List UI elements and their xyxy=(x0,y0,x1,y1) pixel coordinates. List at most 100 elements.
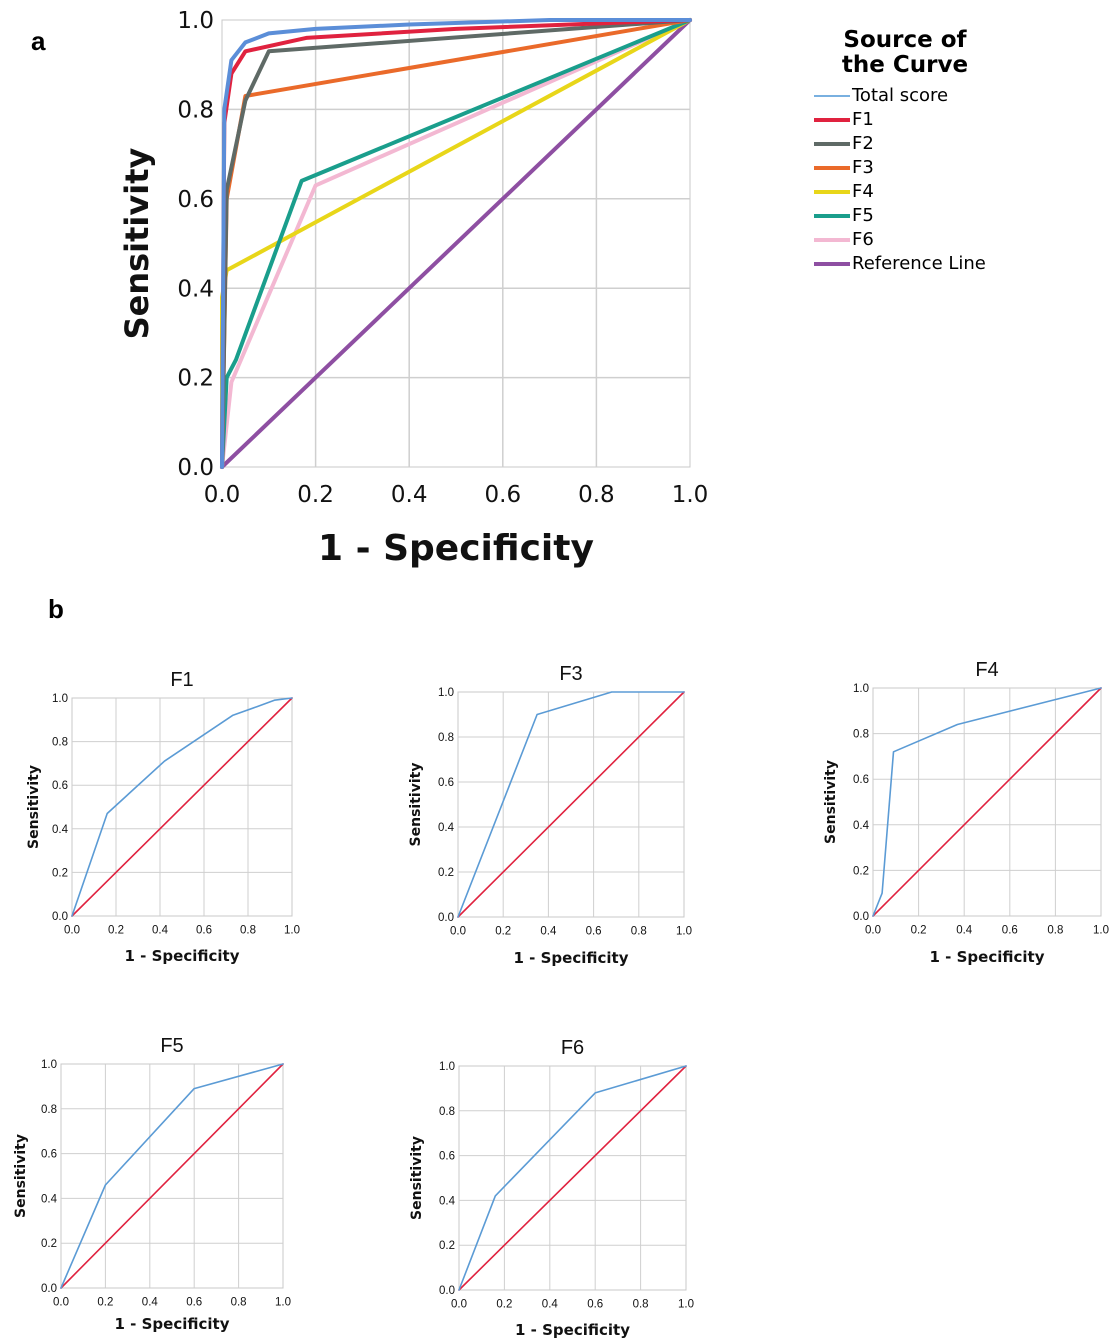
y-tick-label: 0.8 xyxy=(52,737,68,749)
x-tick-label: 0.2 xyxy=(108,925,124,937)
reference-line xyxy=(872,687,1102,917)
chart-title: F5 xyxy=(160,1035,183,1057)
y-tick-label: 1.0 xyxy=(438,687,454,699)
x-tick-label: 0.0 xyxy=(451,1299,467,1311)
y-tick-label: 0.0 xyxy=(41,1283,57,1295)
legend-label: Total score xyxy=(852,85,949,106)
y-tick-label: 1.0 xyxy=(41,1059,57,1071)
y-tick-label: 0.6 xyxy=(41,1149,57,1161)
legend-label: F3 xyxy=(852,157,874,178)
legend-item: F2 xyxy=(800,132,1030,156)
y-axis-label: Sensitivity xyxy=(409,1136,425,1220)
series-line-f5 xyxy=(220,18,692,469)
x-tick-label: 0.6 xyxy=(586,926,602,938)
legend-swatch xyxy=(814,214,850,218)
chart-b-F5: 0.0 0.0 0.2 0.2 0.4 0.4 0.6 0.6 0.8 0.8 1.0 1.0 F5 1 … xyxy=(13,1035,291,1333)
x-axis-label: 1 - Specificity xyxy=(115,1315,230,1333)
y-tick-label: 0.4 xyxy=(52,824,69,836)
legend-label: F1 xyxy=(852,109,874,130)
legend: Source of the Curve Total score F1 F2 F3 F4 F… xyxy=(800,28,1030,276)
legend-title-line1: Source of xyxy=(843,27,967,53)
roc-curve xyxy=(872,687,1102,917)
legend-items: Total score F1 F2 F3 F4 F5 F6 Reference Line xyxy=(800,84,1030,276)
x-tick-label: 0.8 xyxy=(231,1297,247,1309)
y-tick-label: 0.8 xyxy=(438,732,454,744)
y-tick-label: 0.0 xyxy=(52,911,68,923)
panel-label-a: a xyxy=(31,26,46,56)
y-tick-label: 0.8 xyxy=(177,97,214,123)
legend-swatch xyxy=(814,262,850,266)
chart-title: F6 xyxy=(561,1037,584,1059)
x-tick-label: 0.0 xyxy=(450,926,466,938)
legend-item: F5 xyxy=(800,204,1030,228)
y-tick-label: 0.6 xyxy=(439,1151,455,1163)
y-tick-label: 0.8 xyxy=(439,1106,455,1118)
x-tick-label: 0.8 xyxy=(1047,925,1063,937)
chart-a: 0.00.0 0.2 0.2 0.4 0.4 0.6 0.6 0.8 0.8 1.0 1.0 1 - … xyxy=(118,8,708,569)
chart-b-F1: 0.0 0.0 0.2 0.2 0.4 0.4 0.6 0.6 0.8 0.8 1.0 1.0 F1 1 … xyxy=(26,669,300,965)
series-line-reference-line xyxy=(220,18,692,469)
chart-title: F1 xyxy=(170,669,193,691)
y-tick-label: 0.4 xyxy=(41,1193,58,1205)
x-tick-label: 0.2 xyxy=(97,1297,113,1309)
legend-item: F1 xyxy=(800,108,1030,132)
y-axis-label: Sensitivity xyxy=(823,760,839,844)
legend-swatch xyxy=(814,95,850,97)
chart-b-F3: 0.0 0.0 0.2 0.2 0.4 0.4 0.6 0.6 0.8 0.8 1.0 1.0 F3 1 … xyxy=(408,663,692,967)
y-tick-label: 0.0 xyxy=(439,1285,455,1297)
x-tick-label: 0.0 xyxy=(53,1297,69,1309)
x-tick-label: 0.4 xyxy=(391,482,428,508)
legend-label: F2 xyxy=(852,133,874,154)
y-tick-label: 0.4 xyxy=(853,820,870,832)
x-tick-label: 0.0 xyxy=(204,482,241,508)
y-tick-label: 0.2 xyxy=(52,867,68,879)
y-axis-label: Sensitivity xyxy=(118,147,156,339)
y-tick-label: 0.6 xyxy=(177,187,214,213)
legend-item: F4 xyxy=(800,180,1030,204)
y-tick-label: 0.4 xyxy=(438,822,455,834)
roc-curve xyxy=(457,691,685,918)
x-tick-label: 0.4 xyxy=(540,926,557,938)
roc-curve xyxy=(71,697,293,917)
y-tick-label: 1.0 xyxy=(177,8,214,34)
x-tick-label: 0.8 xyxy=(631,926,647,938)
roc-curve xyxy=(60,1063,284,1289)
series-line-f6 xyxy=(220,18,692,469)
x-axis-label: 1 - Specificity xyxy=(515,1321,630,1339)
x-axis-label: 1 - Specificity xyxy=(514,949,629,967)
legend-swatch xyxy=(814,190,850,194)
legend-label: F4 xyxy=(852,181,874,202)
chart-title: F3 xyxy=(559,663,582,685)
legend-item: F6 xyxy=(800,228,1030,252)
y-tick-label: 0.6 xyxy=(52,780,68,792)
x-tick-label: 0.8 xyxy=(578,482,615,508)
x-tick-label: 0.0 xyxy=(64,925,80,937)
legend-swatch xyxy=(814,238,850,242)
y-axis-label: Sensitivity xyxy=(26,765,42,849)
y-tick-label: 0.2 xyxy=(438,867,454,879)
x-tick-label: 0.6 xyxy=(186,1297,202,1309)
x-tick-label: 0.8 xyxy=(240,925,256,937)
x-axis-label: 1 - Specificity xyxy=(930,948,1045,966)
legend-swatch xyxy=(814,166,850,170)
y-tick-label: 0.2 xyxy=(177,366,214,392)
x-tick-label: 1.0 xyxy=(672,482,709,508)
reference-line xyxy=(71,697,293,917)
y-tick-label: 0.4 xyxy=(439,1195,456,1207)
x-tick-label: 0.6 xyxy=(485,482,522,508)
x-tick-label: 0.4 xyxy=(152,925,169,937)
x-tick-label: 0.2 xyxy=(495,926,511,938)
x-axis-label: 1 - Specificity xyxy=(318,528,594,569)
legend-label: Reference Line xyxy=(852,253,986,274)
x-tick-label: 0.4 xyxy=(956,925,973,937)
chart-b-F6: 0.0 0.0 0.2 0.2 0.4 0.4 0.6 0.6 0.8 0.8 1.0 1.0 F6 1 … xyxy=(409,1037,694,1339)
legend-label: F5 xyxy=(852,205,874,226)
y-tick-label: 1.0 xyxy=(439,1061,455,1073)
panel-label-b: b xyxy=(48,594,64,624)
x-tick-label: 1.0 xyxy=(284,925,300,937)
x-tick-label: 1.0 xyxy=(676,926,692,938)
x-tick-label: 0.2 xyxy=(496,1299,512,1311)
y-axis-label: Sensitivity xyxy=(13,1134,29,1218)
y-tick-label: 0.8 xyxy=(41,1104,57,1116)
